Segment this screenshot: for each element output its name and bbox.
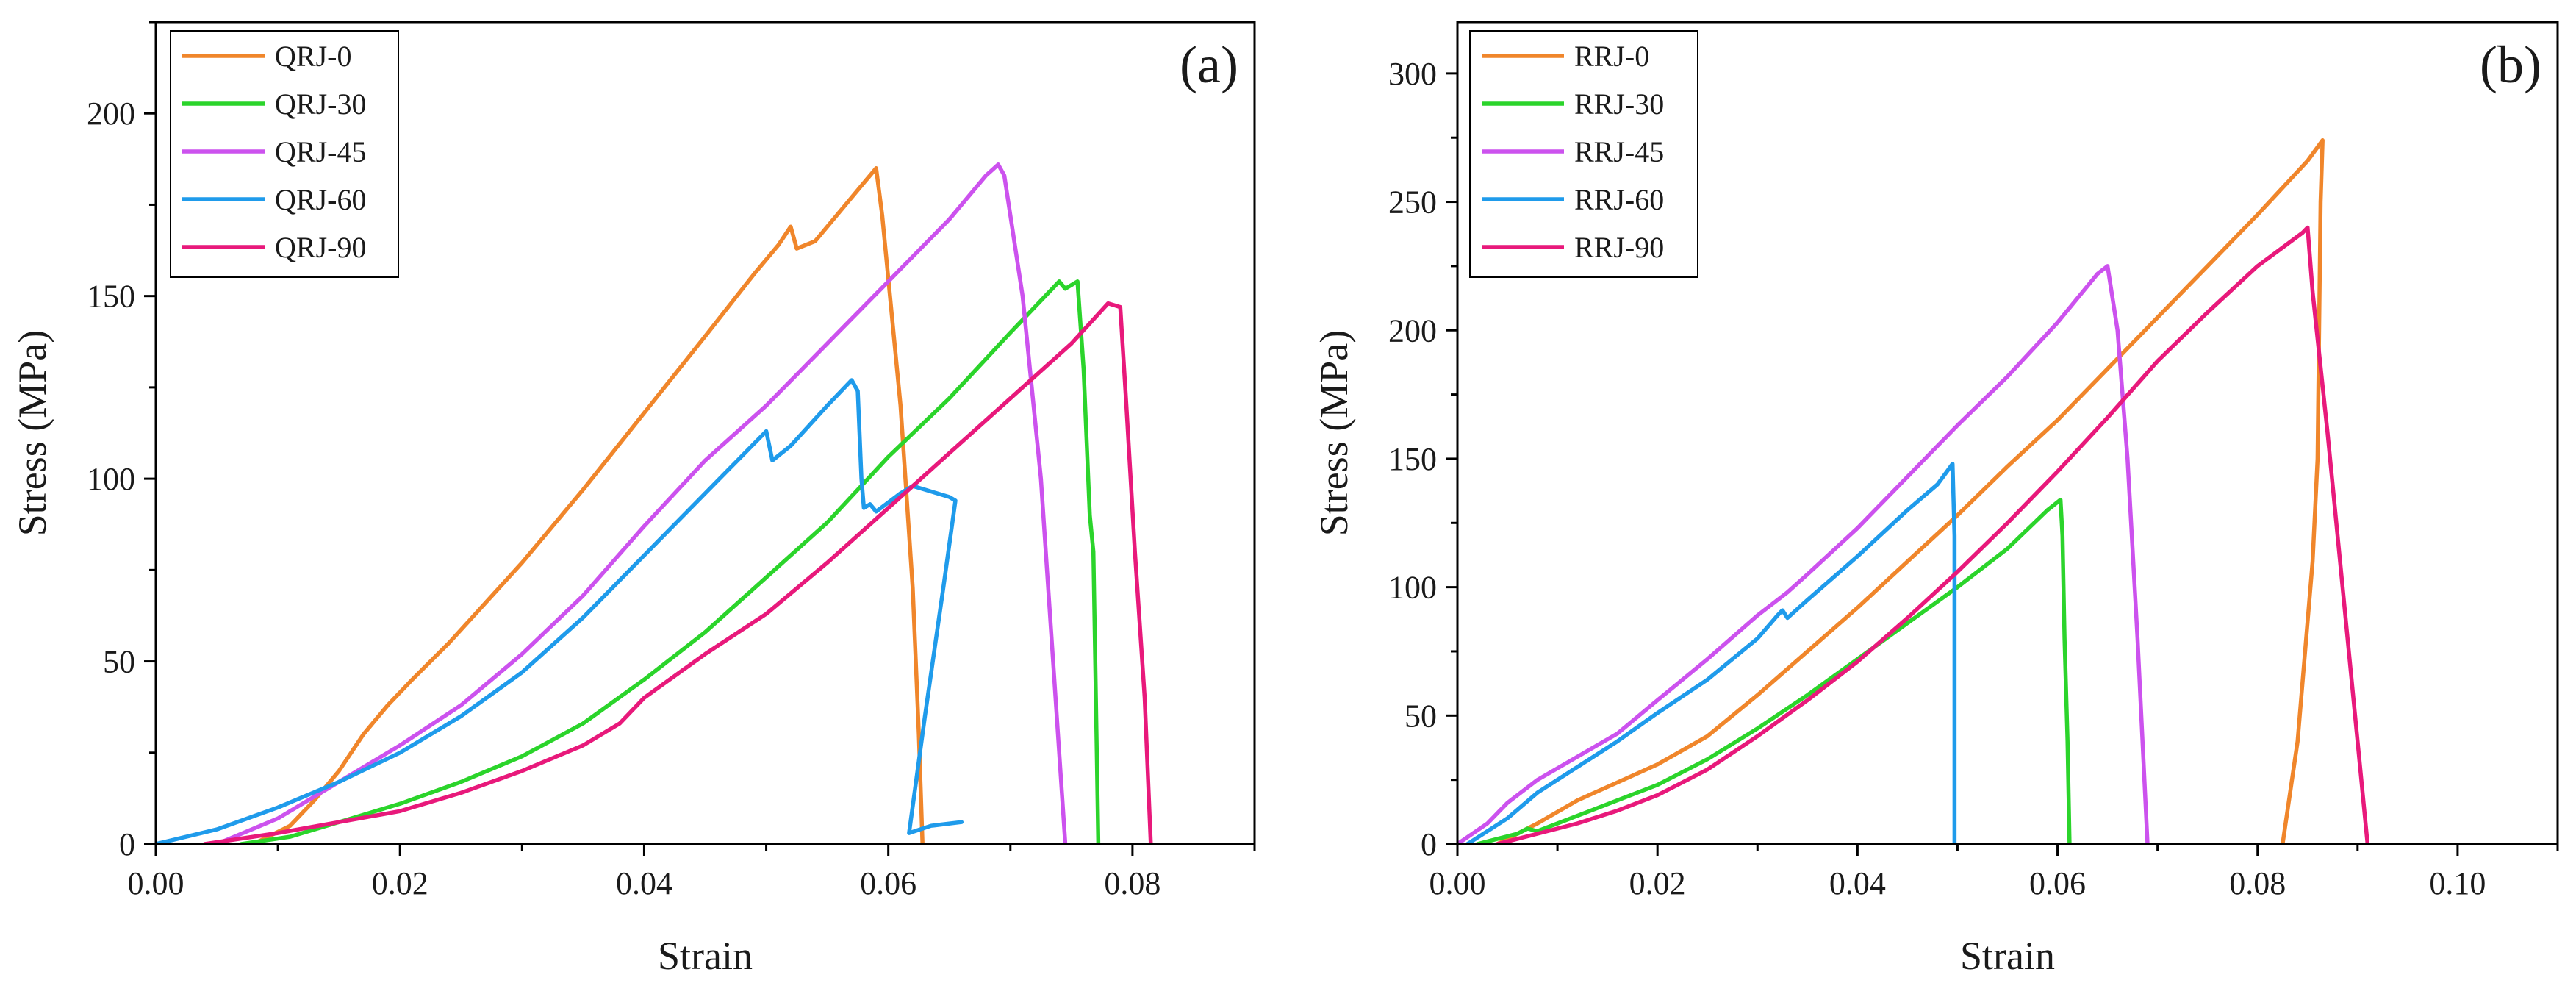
panel-label: (b) xyxy=(2480,35,2541,94)
x-tick-label: 0.10 xyxy=(2429,865,2486,901)
legend-box xyxy=(1469,30,1698,278)
legend-label: RRJ-0 xyxy=(1574,40,1649,73)
y-tick-label: 150 xyxy=(1388,441,1437,477)
legend-label: RRJ-30 xyxy=(1574,87,1664,121)
x-tick-label: 0.06 xyxy=(860,865,916,901)
x-tick-label: 0.04 xyxy=(616,865,672,901)
y-axis-title: Stress (MPa) xyxy=(10,330,54,537)
series-line-rrj-60 xyxy=(1465,462,1957,844)
x-tick-label: 0.06 xyxy=(2029,865,2086,901)
x-axis-title: Strain xyxy=(1960,934,2055,978)
legend-box xyxy=(170,30,399,278)
legend-label: RRJ-45 xyxy=(1574,135,1664,168)
legend-b: RRJ-0 RRJ-30 RRJ-45 RRJ-60 RRJ-90 xyxy=(1469,30,1698,278)
y-tick-label: 150 xyxy=(87,279,135,315)
chart-panel-a: 0.00 0.02 0.04 0.06 0.08 0 50 100 150 200 Strain St… xyxy=(10,21,1256,978)
plot-frame-b xyxy=(1456,21,2559,845)
legend-label: RRJ-90 xyxy=(1574,231,1664,264)
series-line-rrj-45 xyxy=(1457,264,2150,844)
legend-label: RRJ-60 xyxy=(1574,183,1664,216)
legend-label: QRJ-60 xyxy=(275,183,366,216)
series-line-rrj-0 xyxy=(1495,137,2325,844)
series-line-qrj-45 xyxy=(215,162,1068,844)
x-axis-title: Strain xyxy=(658,934,753,978)
panel-label: (a) xyxy=(1180,35,1238,94)
y-tick-label: 100 xyxy=(87,461,135,497)
y-tick-label: 50 xyxy=(103,644,135,680)
series-layer-b xyxy=(1457,137,2370,844)
x-tick-label: 0.02 xyxy=(1629,865,1686,901)
x-tick-label: 0.04 xyxy=(1829,865,1886,901)
legend-label: QRJ-0 xyxy=(275,40,351,73)
axis-layer-b: 0.00 0.02 0.04 0.06 0.08 0.10 0 50 100 150 200 250 3… xyxy=(1312,21,2559,978)
y-tick-label: 300 xyxy=(1388,56,1437,92)
x-tick-label: 0.08 xyxy=(1104,865,1160,901)
chart-panel-b: 0.00 0.02 0.04 0.06 0.08 0.10 0 50 100 150 200 250 3… xyxy=(1312,21,2559,978)
series-line-rrj-90 xyxy=(1495,225,2370,844)
legend-label: QRJ-30 xyxy=(275,87,366,121)
series-line-rrj-30 xyxy=(1475,498,2072,844)
axis-layer-a: 0.00 0.02 0.04 0.06 0.08 0 50 100 150 200 Strain St… xyxy=(10,21,1256,978)
y-axis-title: Stress (MPa) xyxy=(1312,330,1356,537)
x-tick-label: 0.00 xyxy=(128,865,184,901)
series-line-qrj-90 xyxy=(202,301,1153,844)
y-tick-label: 250 xyxy=(1388,185,1437,221)
series-layer-a xyxy=(156,162,1153,844)
series-line-qrj-60 xyxy=(156,378,964,844)
series-line-qrj-0 xyxy=(251,166,925,844)
y-tick-label: 50 xyxy=(1404,698,1437,734)
y-tick-label: 100 xyxy=(1388,570,1437,606)
legend-a: QRJ-0 QRJ-30 QRJ-45 QRJ-60 QRJ-90 xyxy=(170,30,399,278)
y-tick-label: 0 xyxy=(1421,826,1437,862)
series-line-qrj-30 xyxy=(239,279,1101,844)
plot-frame-a xyxy=(154,21,1256,845)
legend-label: QRJ-90 xyxy=(275,231,366,264)
legend-label: QRJ-45 xyxy=(275,135,366,168)
y-tick-label: 200 xyxy=(1388,312,1437,348)
y-tick-label: 0 xyxy=(119,826,135,862)
x-tick-label: 0.02 xyxy=(372,865,428,901)
y-tick-label: 200 xyxy=(87,96,135,132)
x-tick-label: 0.00 xyxy=(1429,865,1486,901)
x-tick-label: 0.08 xyxy=(2229,865,2286,901)
